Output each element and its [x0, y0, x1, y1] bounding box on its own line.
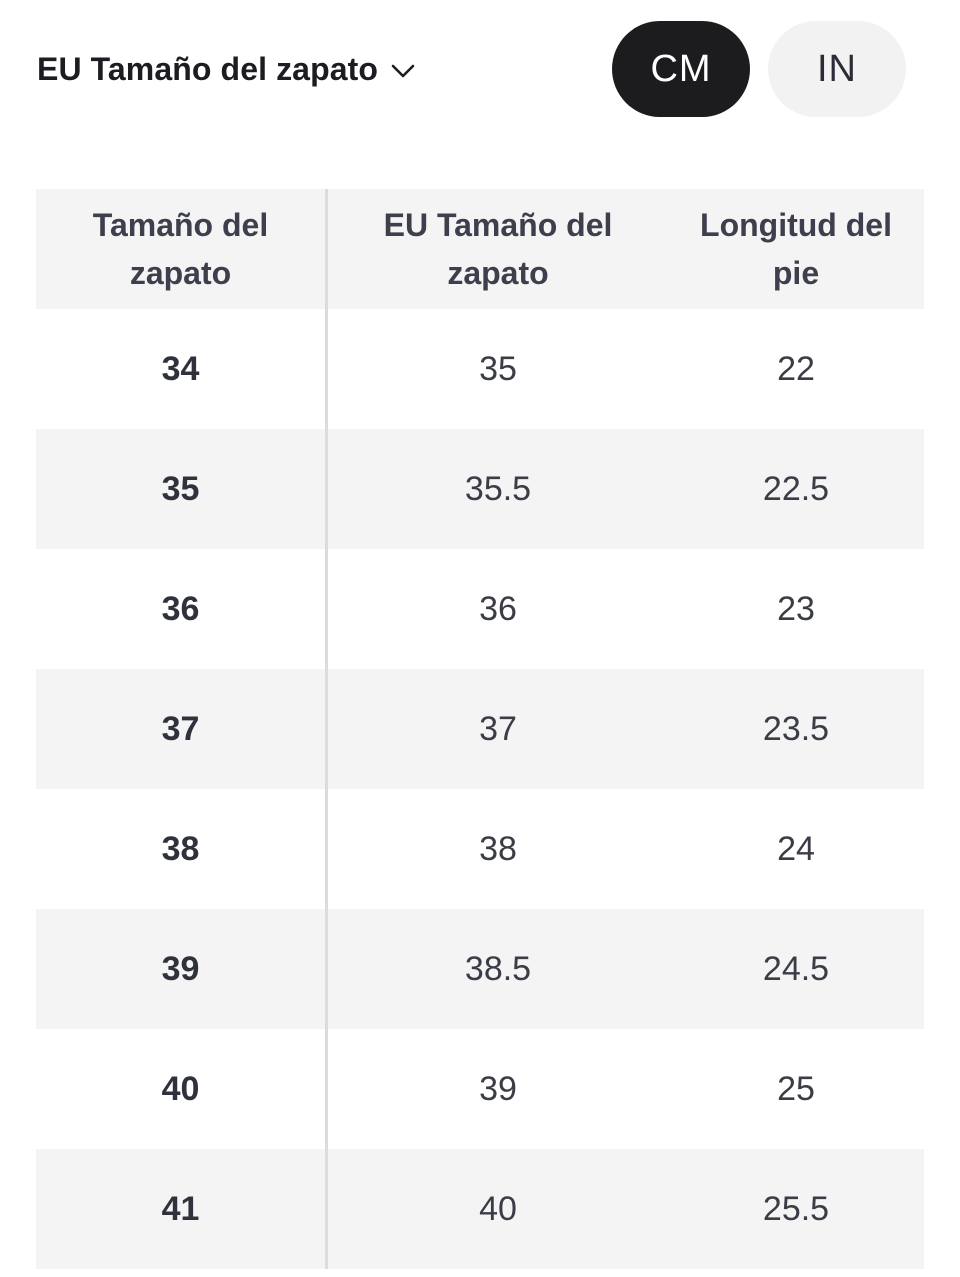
column-divider [325, 549, 328, 669]
cell-shoe-size: 37 [161, 709, 200, 748]
cell-shoe-size: 34 [161, 349, 200, 388]
size-table: Tamaño del zapato EU Tamaño del zapato L… [36, 189, 924, 1269]
cell-shoe-size: 38 [161, 829, 200, 868]
header-eu-shoe-size: EU Tamaño del zapato [383, 207, 613, 291]
cell-eu-size: 36 [479, 589, 517, 628]
column-divider [325, 429, 328, 549]
header-shoe-size: Tamaño del zapato [92, 207, 269, 291]
cell-foot-length: 25.5 [762, 1189, 830, 1228]
column-divider [325, 909, 328, 1029]
column-divider [325, 789, 328, 909]
table-row: 37 37 23.5 [36, 669, 924, 789]
cell-eu-size: 35.5 [464, 469, 532, 508]
unit-cm-button[interactable]: CM [612, 21, 750, 117]
table-row: 39 38.5 24.5 [36, 909, 924, 1029]
cell-shoe-size: 40 [161, 1069, 200, 1108]
cell-foot-length: 22 [777, 349, 815, 388]
column-divider [325, 189, 328, 309]
table-row: 34 35 22 [36, 309, 924, 429]
table-row: 40 39 25 [36, 1029, 924, 1149]
cell-eu-size: 39 [479, 1069, 517, 1108]
cell-eu-size: 38.5 [464, 949, 532, 988]
table-row: 36 36 23 [36, 549, 924, 669]
cell-eu-size: 35 [479, 349, 517, 388]
cell-eu-size: 40 [479, 1189, 517, 1228]
cell-shoe-size: 41 [161, 1189, 200, 1228]
cell-shoe-size: 39 [161, 949, 200, 988]
cell-foot-length: 23.5 [762, 709, 830, 748]
cell-foot-length: 23 [777, 589, 815, 628]
table-row: 41 40 25.5 [36, 1149, 924, 1269]
column-divider [325, 309, 328, 429]
cell-foot-length: 24 [777, 829, 815, 868]
cell-foot-length: 24.5 [762, 949, 830, 988]
size-system-dropdown[interactable]: EU Tamaño del zapato [37, 46, 416, 92]
cell-foot-length: 22.5 [762, 469, 830, 508]
unit-cm-label: CM [650, 47, 712, 90]
column-divider [325, 1149, 328, 1269]
column-divider [325, 669, 328, 789]
table-header-row: Tamaño del zapato EU Tamaño del zapato L… [36, 189, 924, 309]
column-divider [325, 1029, 328, 1149]
cell-foot-length: 25 [777, 1069, 815, 1108]
cell-shoe-size: 35 [161, 469, 200, 508]
unit-in-button[interactable]: IN [768, 21, 906, 117]
cell-eu-size: 38 [479, 829, 517, 868]
size-system-label: EU Tamaño del zapato [37, 50, 379, 87]
cell-eu-size: 37 [479, 709, 517, 748]
header-foot-length: Longitud del pie [700, 207, 892, 291]
table-row: 38 38 24 [36, 789, 924, 909]
chevron-down-icon [391, 64, 415, 78]
table-row: 35 35.5 22.5 [36, 429, 924, 549]
size-chart-toolbar: EU Tamaño del zapato CM IN [0, 0, 960, 140]
unit-in-label: IN [817, 47, 857, 90]
cell-shoe-size: 36 [161, 589, 200, 628]
